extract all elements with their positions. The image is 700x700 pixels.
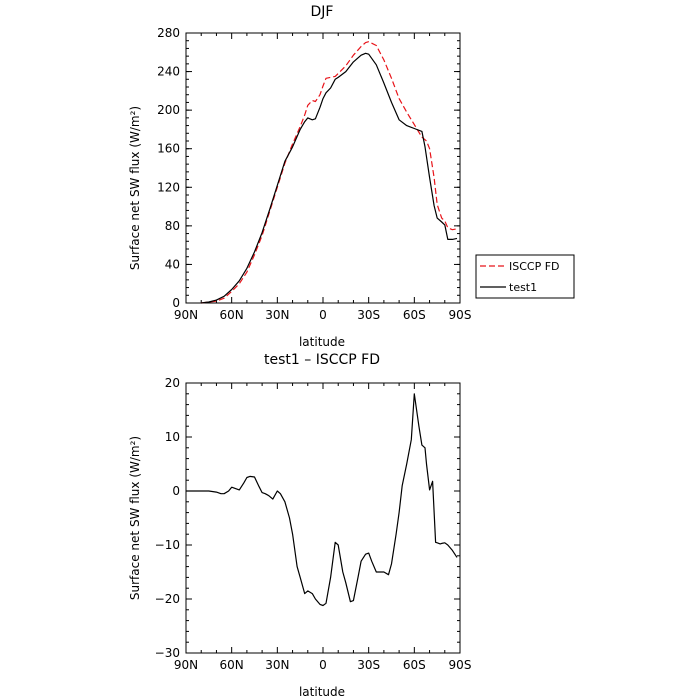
y-tick-label: 120 (157, 180, 180, 194)
y-tick-label: −10 (155, 538, 180, 552)
y-tick-label: 20 (165, 376, 180, 390)
x-tick-label: 60S (403, 308, 426, 322)
x-axis-title: latitude (299, 335, 345, 349)
x-axis-title: latitude (299, 685, 345, 699)
y-tick-label: 160 (157, 142, 180, 156)
y-tick-label: 0 (172, 296, 180, 310)
plot-frame (185, 32, 461, 304)
series-line-test1-isccp-fd (186, 393, 458, 607)
x-tick-label: 90N (174, 308, 198, 322)
top-panel: DJF latitude Surface net SW flux (W/m²) … (128, 4, 471, 349)
x-tick-label: 60N (220, 658, 244, 672)
x-tick-label: 0 (319, 308, 327, 322)
y-tick-label: 200 (157, 103, 180, 117)
y-tick-label: −20 (155, 592, 180, 606)
y-tick-label: 280 (157, 26, 180, 40)
panel-title: DJF (311, 4, 334, 20)
x-tick-label: 60S (403, 658, 426, 672)
y-tick-label: −30 (155, 646, 180, 660)
x-tick-label: 60N (220, 308, 244, 322)
y-tick-label: 0 (172, 484, 180, 498)
y-tick-label: 40 (165, 257, 180, 271)
series-line-test1 (201, 52, 458, 304)
x-tick-label: 30S (357, 308, 380, 322)
x-tick-label: 30N (265, 658, 289, 672)
x-tick-label: 90S (449, 658, 472, 672)
x-tick-label: 90S (449, 308, 472, 322)
panel-title: test1 – ISCCP FD (264, 352, 380, 368)
x-tick-label: 30N (265, 308, 289, 322)
y-tick-label: 10 (165, 430, 180, 444)
series-line-isccp-fd (201, 41, 458, 304)
x-tick-label: 90N (174, 658, 198, 672)
x-tick-label: 30S (357, 658, 380, 672)
legend: ISCCP FD test1 (475, 254, 575, 299)
legend-label-test1: test1 (509, 281, 537, 294)
x-tick-label: 0 (319, 658, 327, 672)
legend-box (475, 254, 575, 299)
y-tick-label: 240 (157, 65, 180, 79)
y-axis-title: Surface net SW flux (W/m²) (128, 106, 142, 270)
y-axis-title: Surface net SW flux (W/m²) (128, 436, 142, 600)
bottom-panel: test1 – ISCCP FD latitude Surface net SW… (128, 352, 471, 699)
legend-label-isccp-fd: ISCCP FD (509, 260, 560, 273)
y-tick-label: 80 (165, 219, 180, 233)
